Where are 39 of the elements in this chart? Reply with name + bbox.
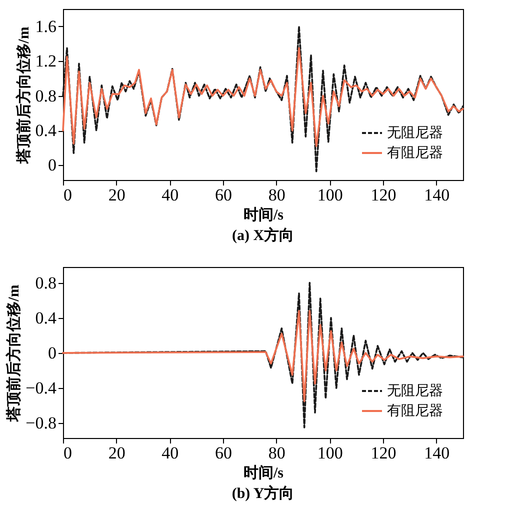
line-series [62,47,464,148]
x-tick-label: 120 [370,186,396,204]
x-axis-title: 时间/s [243,206,284,224]
y-tick-label: 0.8 [35,86,56,106]
y-tick-label: 0 [48,343,56,362]
y-tick-label: 0.4 [35,121,57,140]
x-tick-label: 0 [64,444,72,462]
x-tick-label: 20 [108,444,126,462]
line-series [62,310,464,402]
x-tick-label: 60 [215,186,232,204]
y-tick-label: 1.2 [35,52,56,71]
x-tick-label: 40 [162,444,179,462]
x-tick-label: 40 [162,186,179,204]
text: (a) X方向 [232,226,294,244]
x-tick-label: 80 [268,186,286,204]
x-tick-label: 0 [64,186,72,204]
y-tick-label: 0.8 [35,273,56,292]
legend-label: 无阻尼器 [387,383,443,399]
legend-label: 无阻尼器 [387,125,443,141]
y-tick-label: −0.4 [26,378,57,398]
x-tick-label: 20 [108,186,126,204]
x-tick-label: 100 [317,444,343,462]
y-tick-label: 1.6 [35,16,56,36]
x-tick-label: 100 [317,186,343,204]
text: (b) Y方向 [232,484,294,502]
legend-label: 有阻尼器 [387,403,443,419]
y-axis-title: 塔顶前后方向位移/m [14,26,32,164]
x-tick-label: 60 [215,444,232,462]
y-axis-title: 塔顶前后方向位移/m [4,284,23,422]
x-axis-title: 时间/s [243,464,284,482]
line-series [62,25,464,172]
x-tick-label: 140 [424,444,450,462]
x-tick-label: 80 [268,444,286,462]
y-tick-label: 0 [48,156,56,175]
y-tick-label: 0.4 [35,308,57,328]
legend-label: 有阻尼器 [387,145,443,161]
x-tick-label: 140 [424,186,450,204]
y-tick-label: −0.8 [26,414,56,433]
x-tick-label: 120 [370,444,396,462]
